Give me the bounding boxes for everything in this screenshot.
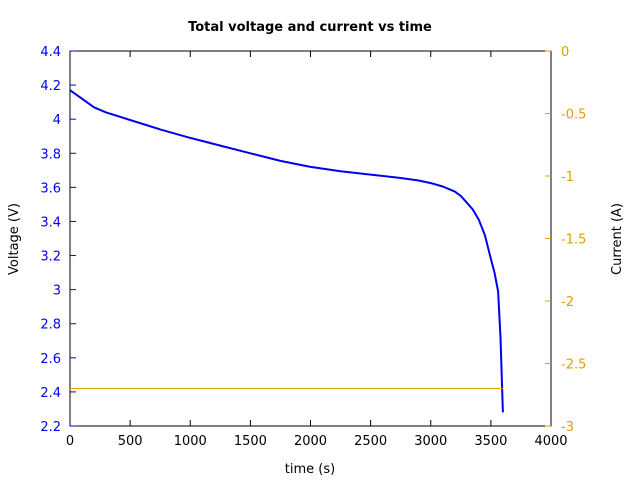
chart-title: Total voltage and current vs time [188, 20, 432, 35]
voltage-series-line [69, 89, 504, 413]
y2-axis-label: Current (A) [610, 203, 625, 275]
y-tick-label: 4 [53, 113, 61, 128]
y-tick-label: 2.6 [40, 352, 61, 367]
y2-tick-label: -1 [561, 170, 574, 185]
x-tick-label: 4000 [534, 434, 567, 449]
x-tick-label: 1500 [234, 434, 267, 449]
plot-frame [69, 50, 552, 427]
y-tick-label: 3.4 [40, 215, 61, 230]
y-tick-label: 3.8 [40, 147, 61, 162]
y-tick-label: 4.4 [40, 45, 61, 60]
x-tick-label: 2500 [354, 434, 387, 449]
x-tick-label: 3500 [474, 434, 507, 449]
y2-tick-label: -1.5 [561, 233, 586, 248]
y2-tick-label: -2 [561, 295, 574, 310]
y-tick-label: 2.2 [40, 420, 61, 435]
y-axis-label: Voltage (V) [7, 203, 22, 275]
x-tick-label: 3000 [414, 434, 447, 449]
y2-tick-label: -0.5 [561, 108, 586, 123]
y2-tick-label: -2.5 [561, 358, 586, 373]
y-tick-label: 2.4 [40, 386, 61, 401]
x-tick-label: 2000 [294, 434, 327, 449]
x-axis-ticks: 0 500 1000 1500 2000 2500 3000 3500 4000 [66, 51, 568, 449]
x-tick-label: 1000 [174, 434, 207, 449]
y-tick-label: 4.2 [40, 79, 61, 94]
y2-tick-label: 0 [561, 45, 569, 60]
x-tick-label: 0 [66, 434, 74, 449]
y-tick-label: 2.8 [40, 318, 61, 333]
x-axis-label: time (s) [285, 462, 335, 477]
x-tick-label: 500 [118, 434, 143, 449]
y-tick-label: 3 [53, 284, 61, 299]
y-axis-ticks: 2.2 2.4 2.6 2.8 3 3.2 3.4 3.6 3.8 4 4.2 4.4 [40, 45, 76, 435]
y-tick-label: 3.2 [40, 250, 61, 265]
y-tick-label: 3.6 [40, 181, 61, 196]
series-layer [69, 89, 504, 413]
y2-axis-ticks: -3 -2.5 -2 -1.5 -1 -0.5 0 [545, 45, 586, 435]
y2-tick-label: -3 [561, 420, 574, 435]
